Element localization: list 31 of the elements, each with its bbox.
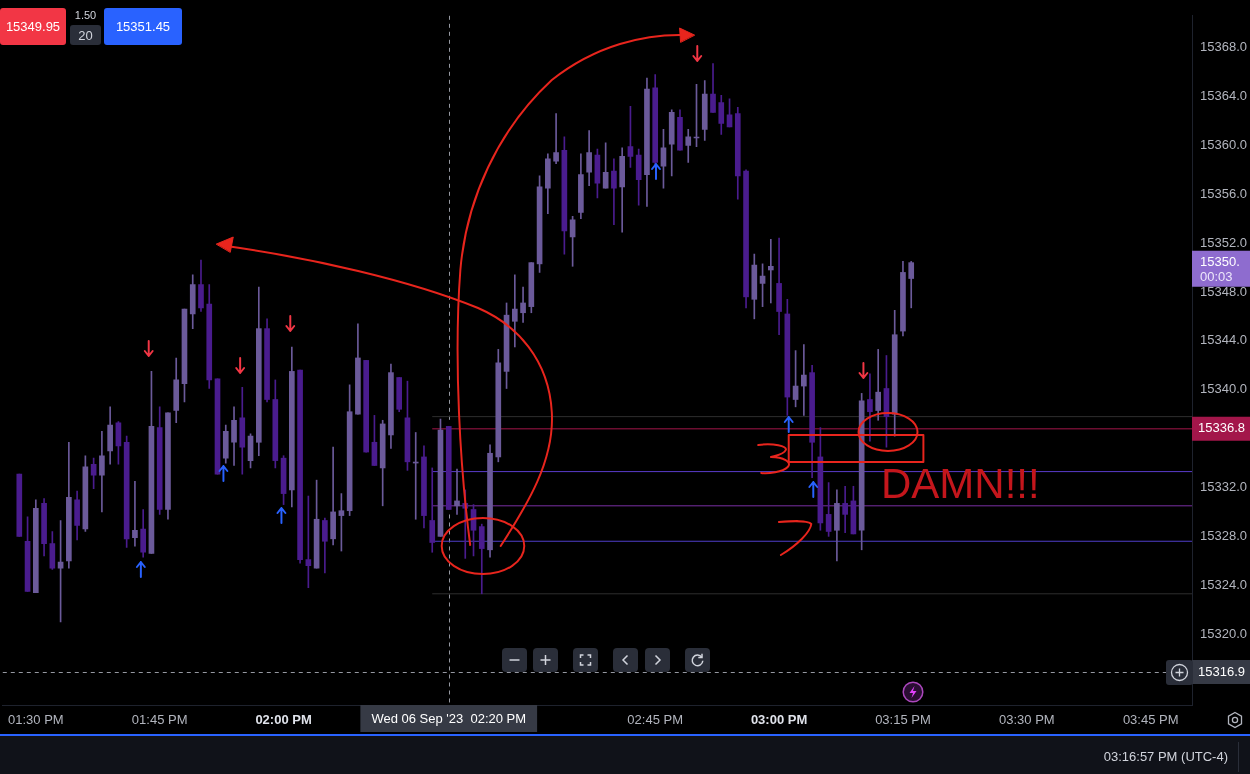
y-tick-label: 15332.0 [1200,479,1247,495]
y-tick-label: 15324.0 [1200,576,1247,592]
x-tick-label: 02:00 PM [255,712,312,728]
y-tick-label: 15368.0 [1200,39,1247,55]
y-tick-label: 15348.0 [1200,283,1247,299]
ref-line-label: Wed 06 Sep '23 02:20 PM [371,710,527,726]
annotation: DAMN!!! [881,460,1040,507]
ref-line-label: 15316.9 [1198,663,1245,679]
x-tick-label: 03:30 PM [999,712,1055,728]
text: 00:03 [1200,269,1233,285]
x-tick-label: 01:45 PM [131,712,188,728]
y-tick-label: 15364.0 [1200,88,1247,104]
x-tick-label: 03:00 PM [750,712,808,728]
buy-button: 15351.45 [104,8,182,45]
text: 03:16:57 PM (UTC-4) [1103,748,1228,764]
x-tick-label: 03:45 PM [1122,712,1179,728]
text: 15350. [1200,254,1240,270]
spread-value: 1.50 [73,8,98,22]
x-tick-label: 03:15 PM [875,712,931,728]
y-tick-label: 15360.0 [1200,136,1247,152]
y-tick-label: 15340.0 [1200,381,1247,397]
series-label: 15336.8 [1198,420,1245,436]
sell-button: 15349.95 [0,8,66,45]
y-tick-label: 15320.0 [1200,625,1247,641]
y-tick-label: 15352.0 [1200,234,1247,250]
x-tick-label: 02:45 PM [627,712,684,728]
quantity-field: 20 [70,25,101,45]
x-tick-label: 01:30 PM [7,712,64,728]
y-tick-label: 15344.0 [1200,332,1247,348]
y-tick-label: 15328.0 [1200,527,1247,543]
y-tick-label: 15356.0 [1200,185,1247,201]
